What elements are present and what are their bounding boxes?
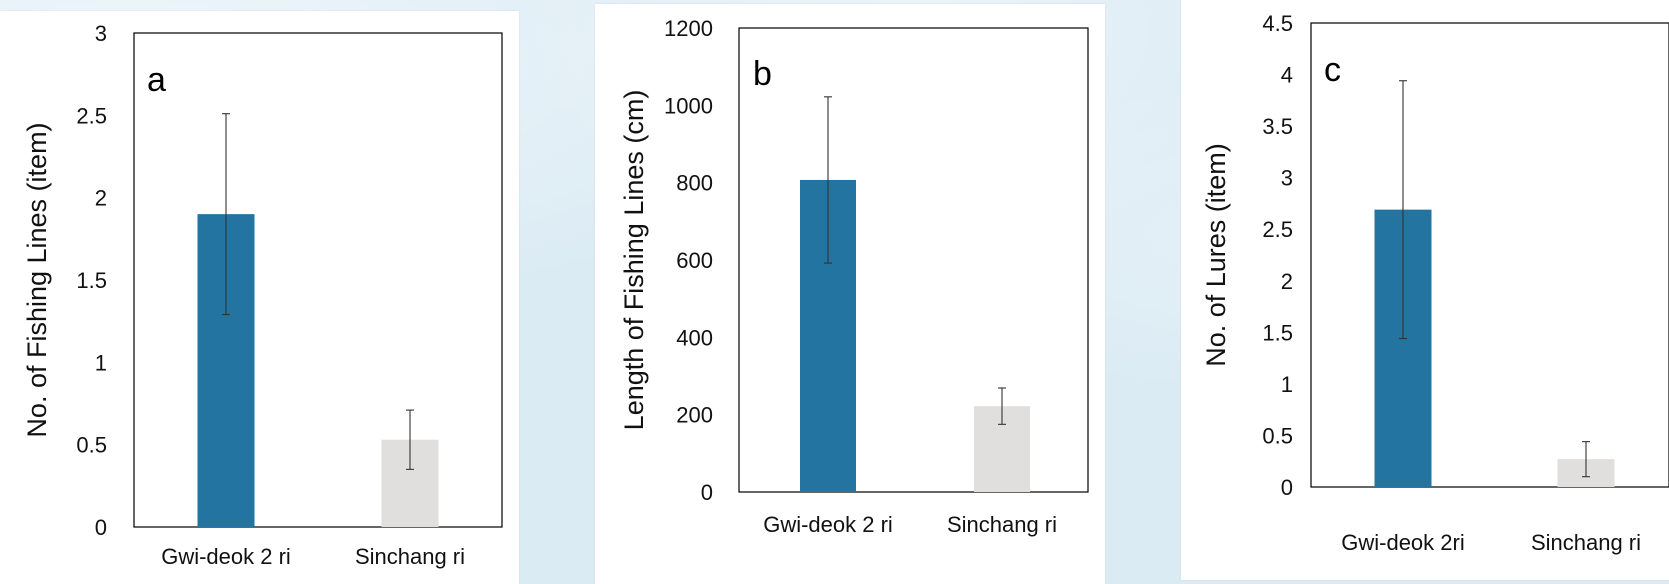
y-tick-label: 3 bbox=[1281, 166, 1293, 191]
y-tick-label: 400 bbox=[676, 325, 713, 350]
y-tick-label: 0 bbox=[1281, 475, 1293, 500]
y-tick-label: 2 bbox=[1281, 269, 1293, 294]
y-tick-label: 1200 bbox=[664, 16, 713, 41]
y-tick-label: 600 bbox=[676, 248, 713, 273]
y-tick-label: 200 bbox=[676, 403, 713, 428]
chart-panel-b: 0 200 400 600 800 1000 1200 Length of Fishing L… bbox=[595, 4, 1105, 584]
x-category-label: Sinchang ri bbox=[947, 512, 1057, 537]
panel-letter: a bbox=[147, 61, 166, 99]
plot-frame bbox=[133, 32, 503, 528]
chart-c-svg: 0 0.5 1 1.5 2 2.5 3 3.5 4 4.5 No. of Lures (item) c… bbox=[1201, 11, 1669, 555]
y-tick-label: 2 bbox=[95, 186, 107, 211]
y-axis-title: No. of Fishing Lines (item) bbox=[22, 122, 52, 437]
chart-panel-a: 0 0.5 1 1.5 2 2.5 3 No. of Fishing Lines (item)… bbox=[0, 11, 519, 584]
panel-letter: c bbox=[1324, 51, 1341, 89]
plot-frame bbox=[1310, 22, 1669, 488]
error-bar bbox=[222, 113, 230, 316]
error-bar bbox=[1399, 80, 1407, 340]
y-axis-title: No. of Lures (item) bbox=[1201, 143, 1231, 367]
y-tick-label: 4 bbox=[1281, 63, 1293, 88]
y-tick-label: 1 bbox=[1281, 372, 1293, 397]
error-bar bbox=[1582, 441, 1590, 478]
x-category-label: Sinchang ri bbox=[1531, 530, 1641, 555]
y-tick-label: 1.5 bbox=[76, 268, 107, 293]
y-tick-label: 0.5 bbox=[1262, 423, 1293, 448]
y-tick-label: 800 bbox=[676, 171, 713, 196]
y-tick-label: 4.5 bbox=[1262, 11, 1293, 36]
error-bar bbox=[824, 96, 832, 264]
y-axis-title: Length of Fishing Lines (cm) bbox=[619, 90, 649, 431]
chart-b-svg: 0 200 400 600 800 1000 1200 Length of Fishing L… bbox=[619, 16, 1089, 537]
chart-panel-c: 0 0.5 1 1.5 2 2.5 3 3.5 4 4.5 No. of Lures (item) c… bbox=[1181, 0, 1669, 580]
plot-frame bbox=[738, 27, 1089, 493]
y-tick-label: 0.5 bbox=[76, 433, 107, 458]
x-category-label: Gwi-deok 2ri bbox=[1341, 530, 1464, 555]
panel-letter: b bbox=[753, 55, 772, 93]
y-tick-label: 0 bbox=[701, 480, 713, 505]
y-tick-label: 0 bbox=[95, 515, 107, 540]
x-category-label: Gwi-deok 2 ri bbox=[161, 544, 291, 569]
error-bar bbox=[998, 387, 1006, 425]
y-tick-label: 2.5 bbox=[1262, 217, 1293, 242]
y-tick-label: 3 bbox=[95, 21, 107, 46]
error-bar bbox=[406, 409, 414, 470]
y-tick-label: 1.5 bbox=[1262, 320, 1293, 345]
y-tick-label: 2.5 bbox=[76, 103, 107, 128]
x-category-label: Gwi-deok 2 ri bbox=[763, 512, 893, 537]
x-category-label: Sinchang ri bbox=[355, 544, 465, 569]
y-tick-label: 3.5 bbox=[1262, 114, 1293, 139]
y-tick-label: 1 bbox=[95, 350, 107, 375]
y-tick-label: 1000 bbox=[664, 93, 713, 118]
chart-a-svg: 0 0.5 1 1.5 2 2.5 3 No. of Fishing Lines (item)… bbox=[22, 21, 503, 569]
